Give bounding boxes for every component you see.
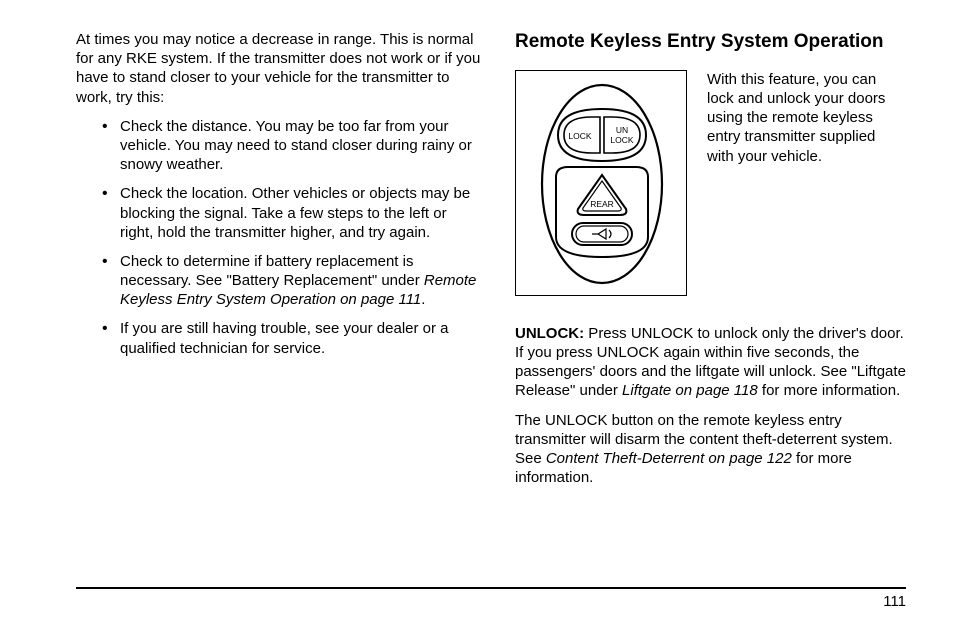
figure-row: LOCK UN LOCK REAR With this feature, y <box>515 70 906 296</box>
keyfob-icon: LOCK UN LOCK REAR <box>534 79 670 289</box>
list-item: Check to determine if battery replacemen… <box>106 252 483 310</box>
unlock-label-1: UN <box>616 125 628 135</box>
rear-label: REAR <box>590 199 614 209</box>
left-column: At times you may notice a decrease in ra… <box>76 30 483 560</box>
text: Check to determine if battery replacemen… <box>120 253 424 289</box>
text: . <box>421 291 425 308</box>
unlock-paragraph: UNLOCK: Press UNLOCK to unlock only the … <box>515 324 906 401</box>
figure-caption: With this feature, you can lock and unlo… <box>707 70 906 296</box>
list-item: Check the location. Other vehicles or ob… <box>106 184 483 242</box>
theft-paragraph: The UNLOCK button on the remote keyless … <box>515 411 906 488</box>
cross-ref: Liftgate on page 118 <box>622 382 758 399</box>
cross-ref: Content Theft-Deterrent on page 122 <box>546 450 792 467</box>
list-item: If you are still having trouble, see you… <box>106 319 483 357</box>
page-number: 111 <box>76 593 906 610</box>
right-column: Remote Keyless Entry System Operation LO… <box>515 30 906 560</box>
section-heading: Remote Keyless Entry System Operation <box>515 30 906 54</box>
intro-paragraph: At times you may notice a decrease in ra… <box>76 30 483 107</box>
unlock-label-2: LOCK <box>610 135 633 145</box>
unlock-label-bold: UNLOCK: <box>515 325 584 342</box>
text: for more information. <box>758 382 901 399</box>
page-footer: 111 <box>76 587 906 610</box>
troubleshoot-list: Check the distance. You may be too far f… <box>76 117 483 358</box>
list-item: Check the distance. You may be too far f… <box>106 117 483 175</box>
keyfob-figure: LOCK UN LOCK REAR <box>515 70 687 296</box>
lock-label: LOCK <box>568 131 591 141</box>
footer-rule <box>76 587 906 589</box>
